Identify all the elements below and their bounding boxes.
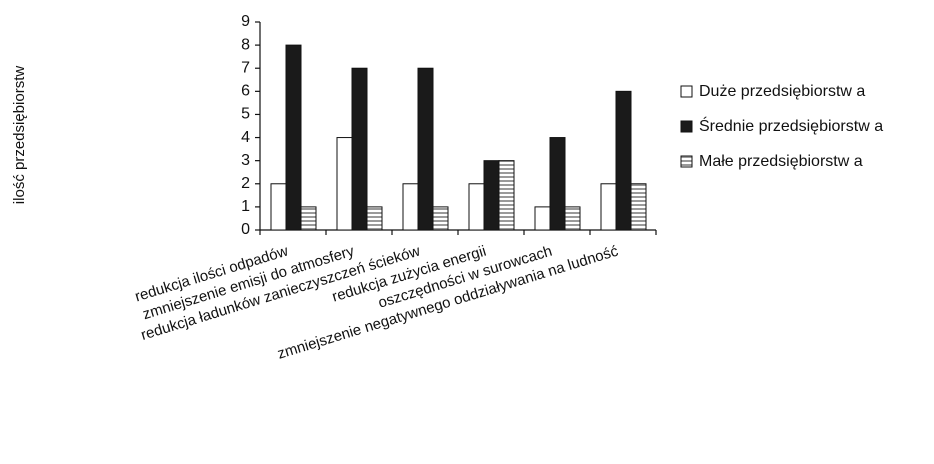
y-tick-label: 6 xyxy=(241,83,250,100)
bar xyxy=(285,44,302,231)
y-tick-label: 8 xyxy=(241,36,250,53)
legend-swatch xyxy=(680,120,693,133)
y-tick-label: 9 xyxy=(241,13,250,30)
bar xyxy=(417,67,434,231)
legend-swatch xyxy=(680,155,693,168)
y-tick-label: 7 xyxy=(241,59,250,76)
bar xyxy=(351,67,368,231)
legend-label: Średnie przedsiębiorstw a xyxy=(699,116,883,135)
bar xyxy=(630,183,647,231)
bar xyxy=(432,206,449,231)
y-tick-label: 2 xyxy=(241,175,250,192)
bar xyxy=(402,183,419,231)
legend: Duże przedsiębiorstw a Średnie przedsiębi… xyxy=(680,83,883,170)
bar xyxy=(483,160,500,231)
legend-label: Małe przedsiębiorstw a xyxy=(699,153,863,170)
bar xyxy=(336,137,353,231)
y-tick-label: 4 xyxy=(241,129,250,146)
y-tick-label: 5 xyxy=(241,106,250,123)
bars xyxy=(270,44,647,231)
bar xyxy=(270,183,287,231)
bar xyxy=(534,206,551,231)
y-tick-label: 0 xyxy=(241,221,250,238)
bar xyxy=(468,183,485,231)
y-tick-label: 3 xyxy=(241,152,250,169)
axes xyxy=(255,21,657,235)
bar xyxy=(549,137,566,231)
bar xyxy=(366,206,383,231)
legend-label: Duże przedsiębiorstw a xyxy=(699,83,865,100)
y-axis-label: ilość przedsiębiorstw xyxy=(11,66,28,205)
bar xyxy=(498,160,515,231)
y-tick-labels: 0 1 2 3 4 5 6 7 8 9 xyxy=(241,13,250,238)
y-tick-label: 1 xyxy=(241,198,250,215)
bar xyxy=(600,183,617,231)
bar xyxy=(615,90,632,231)
legend-swatch xyxy=(680,85,693,98)
bar xyxy=(564,206,581,231)
bar xyxy=(300,206,317,231)
